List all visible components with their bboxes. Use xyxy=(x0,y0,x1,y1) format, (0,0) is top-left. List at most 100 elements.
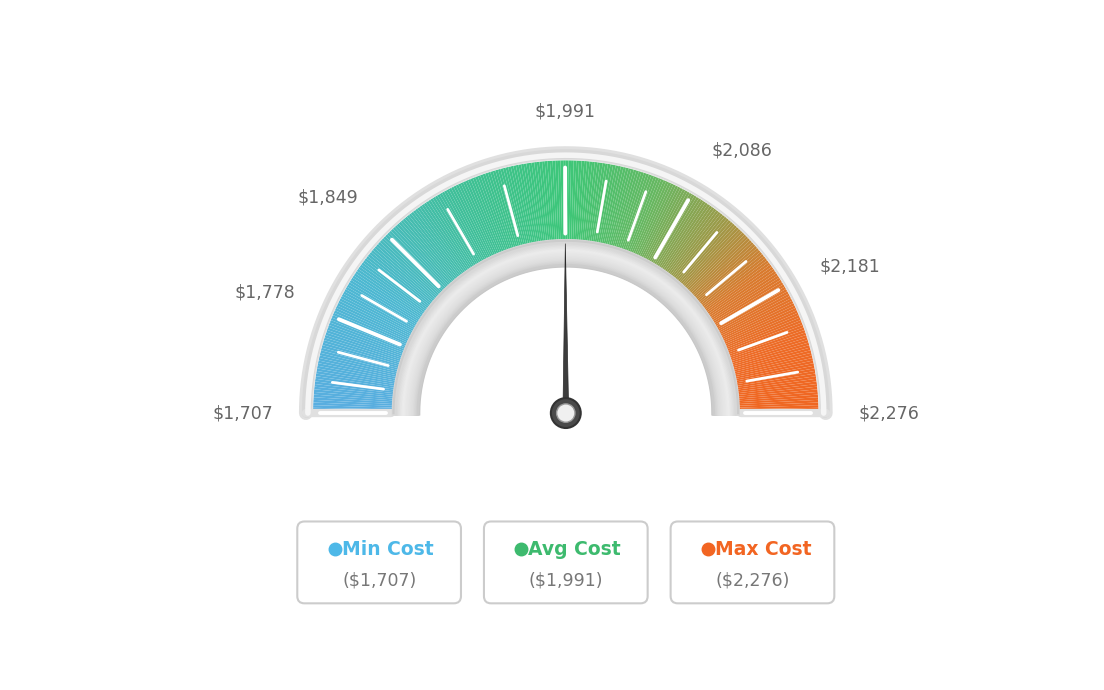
Wedge shape xyxy=(460,182,496,257)
Wedge shape xyxy=(715,289,787,330)
Wedge shape xyxy=(315,379,395,391)
Wedge shape xyxy=(555,161,561,241)
Wedge shape xyxy=(566,160,569,241)
Wedge shape xyxy=(326,333,403,359)
Wedge shape xyxy=(558,160,562,241)
Wedge shape xyxy=(619,172,647,250)
Wedge shape xyxy=(652,194,694,265)
Wedge shape xyxy=(680,224,735,285)
Wedge shape xyxy=(468,179,501,254)
Wedge shape xyxy=(712,280,782,324)
Wedge shape xyxy=(316,371,396,386)
Wedge shape xyxy=(563,160,566,241)
Wedge shape xyxy=(624,175,654,252)
Wedge shape xyxy=(650,193,692,264)
Wedge shape xyxy=(314,400,394,406)
Wedge shape xyxy=(364,258,429,309)
Wedge shape xyxy=(422,204,469,272)
Wedge shape xyxy=(368,254,432,306)
Wedge shape xyxy=(647,190,688,262)
Wedge shape xyxy=(626,176,657,253)
Wedge shape xyxy=(321,345,400,368)
Wedge shape xyxy=(475,176,506,253)
Wedge shape xyxy=(314,402,394,408)
Wedge shape xyxy=(726,320,802,351)
Wedge shape xyxy=(328,325,404,355)
Wedge shape xyxy=(314,392,394,400)
Wedge shape xyxy=(342,294,414,333)
Wedge shape xyxy=(332,313,407,346)
Wedge shape xyxy=(573,161,578,241)
Wedge shape xyxy=(590,163,603,243)
Wedge shape xyxy=(317,368,396,384)
Wedge shape xyxy=(736,376,816,390)
Wedge shape xyxy=(446,189,486,262)
Wedge shape xyxy=(395,225,450,286)
Wedge shape xyxy=(314,395,394,402)
Wedge shape xyxy=(696,246,757,300)
Wedge shape xyxy=(403,218,456,282)
Wedge shape xyxy=(325,335,402,362)
Text: Max Cost: Max Cost xyxy=(715,540,811,559)
Wedge shape xyxy=(585,162,597,242)
Wedge shape xyxy=(314,405,393,409)
Wedge shape xyxy=(506,167,527,246)
Wedge shape xyxy=(540,161,550,242)
Text: $1,991: $1,991 xyxy=(534,102,595,120)
Text: $1,849: $1,849 xyxy=(298,188,359,206)
Wedge shape xyxy=(671,213,723,278)
Wedge shape xyxy=(316,373,395,388)
Wedge shape xyxy=(637,184,673,257)
Wedge shape xyxy=(537,161,548,242)
Wedge shape xyxy=(718,294,789,333)
Wedge shape xyxy=(315,386,394,397)
Wedge shape xyxy=(516,165,533,244)
Wedge shape xyxy=(701,256,765,308)
Wedge shape xyxy=(726,322,803,353)
Wedge shape xyxy=(737,384,817,395)
Wedge shape xyxy=(614,170,639,248)
Wedge shape xyxy=(521,164,537,244)
Wedge shape xyxy=(433,197,477,266)
Wedge shape xyxy=(670,212,721,277)
Circle shape xyxy=(551,398,581,428)
Wedge shape xyxy=(691,240,752,297)
Wedge shape xyxy=(411,212,461,277)
Wedge shape xyxy=(729,330,805,358)
Wedge shape xyxy=(582,161,592,242)
Wedge shape xyxy=(724,313,799,346)
Wedge shape xyxy=(737,400,818,406)
Wedge shape xyxy=(612,170,636,248)
Wedge shape xyxy=(527,163,541,243)
Wedge shape xyxy=(734,358,813,377)
Wedge shape xyxy=(399,221,454,284)
Wedge shape xyxy=(704,262,771,312)
Wedge shape xyxy=(378,242,439,298)
Wedge shape xyxy=(503,168,524,246)
Wedge shape xyxy=(318,360,397,379)
Wedge shape xyxy=(649,192,690,263)
Wedge shape xyxy=(733,351,811,372)
Wedge shape xyxy=(640,186,678,259)
Wedge shape xyxy=(617,172,644,249)
Circle shape xyxy=(556,404,575,422)
Wedge shape xyxy=(500,168,523,246)
Wedge shape xyxy=(354,273,422,319)
Wedge shape xyxy=(529,163,542,243)
Wedge shape xyxy=(639,184,676,258)
Wedge shape xyxy=(454,186,491,259)
Wedge shape xyxy=(634,181,669,256)
Wedge shape xyxy=(732,345,810,368)
Wedge shape xyxy=(339,298,412,337)
Wedge shape xyxy=(734,360,814,379)
Wedge shape xyxy=(470,178,502,253)
Wedge shape xyxy=(722,306,796,342)
Wedge shape xyxy=(553,161,559,241)
Wedge shape xyxy=(735,371,816,386)
Wedge shape xyxy=(357,269,424,316)
Wedge shape xyxy=(490,171,516,248)
Wedge shape xyxy=(677,220,731,283)
Wedge shape xyxy=(730,335,807,362)
FancyBboxPatch shape xyxy=(297,522,461,603)
Wedge shape xyxy=(337,303,411,339)
